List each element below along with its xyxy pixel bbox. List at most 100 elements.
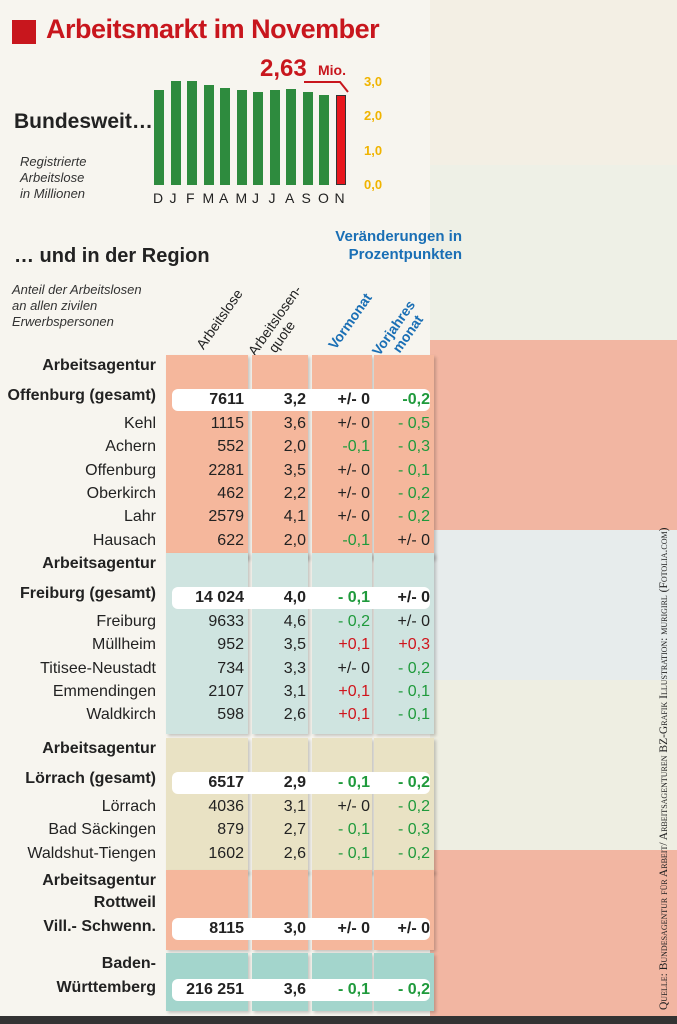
arbeitslose-cell: 734 (217, 659, 244, 677)
national-label: Bundesweit… (14, 110, 153, 133)
vormonat-cell: +/- 0 (337, 659, 370, 677)
arbeitslose-cell: 14 024 (195, 589, 244, 606)
table-section: 6517 2,9 - 0,1 - 0,2 4036 3,1 +/- 0 - 0,2 879 2,7… (166, 738, 434, 873)
section-header: Arbeitsagentur (42, 872, 156, 889)
district-label: Freiburg (96, 613, 156, 630)
vorjahresmonat-cell: - 0,5 (397, 415, 430, 432)
x-tick-label: N (334, 190, 345, 206)
vorjahresmonat-cell: - 0,3 (397, 821, 430, 839)
x-tick-label: D (153, 190, 164, 206)
arbeitslose-cell: 2281 (208, 461, 244, 479)
x-tick-label: M (235, 190, 248, 206)
x-tick-label: O (318, 190, 329, 206)
callout-value: 2,63 (260, 55, 307, 82)
arbeitslose-cell: 1115 (210, 415, 244, 432)
section-header: Arbeitsagentur (42, 740, 156, 757)
arbeitslose-cell: 6517 (208, 774, 244, 791)
vorjahresmonat-cell: +/- 0 (397, 920, 430, 937)
district-label: Waldshut-Tiengen (27, 844, 156, 862)
section-header: Baden- (101, 955, 156, 972)
office-illustration (430, 530, 677, 680)
vormonat-cell: - 0,1 (337, 821, 370, 839)
table-section: 216 251 3,6 - 0,1 - 0,2 (166, 953, 434, 1011)
x-tick-label: J (252, 190, 259, 206)
region-note: Anteil der Arbeitslosen an allen zivilen E… (12, 282, 142, 329)
vormonat-cell: - 0,1 (337, 844, 370, 862)
office-illustration (430, 680, 677, 850)
district-label: Oberkirch (86, 484, 156, 502)
arbeitslose-cell: 8115 (209, 920, 244, 937)
quote-cell: 3,0 (283, 920, 306, 937)
vorjahresmonat-cell: -0,2 (402, 391, 430, 408)
arbeitslose-cell: 952 (217, 636, 244, 654)
bar-J (253, 91, 263, 185)
quote-cell: 2,9 (283, 774, 306, 791)
quote-cell: 4,6 (283, 613, 306, 630)
y-tick-label: 1,0 (364, 142, 383, 158)
district-label: Bad Säckingen (48, 821, 156, 839)
total-row: 6517 2,9 - 0,1 - 0,2 (172, 772, 430, 794)
table-row: 462 2,2 +/- 0 - 0,2 (166, 483, 434, 505)
vorjahresmonat-cell: - 0,1 (397, 461, 430, 479)
bar-M (236, 89, 247, 185)
quote-cell: 4,1 (283, 508, 306, 526)
arbeitslose-cell: 2107 (208, 682, 244, 700)
vormonat-cell: +/- 0 (337, 415, 370, 432)
national-note: Registrierte Arbeitslose in Millionen (20, 154, 87, 201)
quote-cell: 3,6 (283, 415, 306, 432)
quote-cell: 2,6 (283, 844, 306, 862)
table-row: 2107 3,1 +0,1 - 0,1 (166, 681, 434, 703)
quote-cell: 3,2 (283, 391, 306, 408)
vorjahresmonat-cell: +0,3 (398, 636, 430, 654)
bar-A (220, 87, 230, 185)
arbeitslose-cell: 9633 (208, 613, 244, 630)
district-label: Titisee-Neustadt (40, 659, 156, 677)
col-header-vormonat: Vormonat (324, 290, 375, 352)
table-section: 14 024 4,0 - 0,1 +/- 0 9633 4,6 - 0,2 +/- 0 952 3… (166, 553, 434, 734)
bar-O (319, 95, 329, 185)
table-row: 1115 3,6 +/- 0 - 0,5 (166, 413, 434, 435)
office-illustration (430, 850, 677, 1024)
total-row: 8115 3,0 +/- 0 +/- 0 (172, 918, 430, 940)
table-row: 622 2,0 -0,1 +/- 0 (166, 530, 434, 552)
y-axis: 0,0 1,0 2,0 3,0 (356, 72, 396, 197)
source-credit: Quelle: Bundesagentur für Arbeit/ Arbeit… (658, 527, 670, 1010)
table-row: 1602 2,6 - 0,1 - 0,2 (166, 843, 434, 865)
x-tick-label: J (268, 190, 276, 206)
arbeitslose-cell: 216 251 (186, 981, 244, 998)
x-tick-label: A (219, 190, 229, 206)
district-label: Offenburg (85, 461, 156, 479)
callout-leader (304, 81, 349, 93)
district-label: Emmendingen (52, 682, 156, 700)
section-header: Vill.- Schwenn. (43, 918, 156, 935)
arbeitslose-cell: 7611 (209, 391, 244, 408)
table-row: 734 3,3 +/- 0 - 0,2 (166, 658, 434, 680)
vormonat-cell: -0,1 (342, 438, 370, 456)
district-label: Lörrach (101, 798, 156, 815)
bar-F (187, 80, 197, 185)
vorjahresmonat-cell: - 0,2 (397, 659, 430, 677)
arbeitslose-cell: 1602 (208, 844, 244, 862)
bottom-rule (0, 1016, 677, 1024)
section-header: Offenburg (gesamt) (7, 387, 156, 404)
arbeitslose-cell: 552 (217, 438, 244, 456)
arbeitslose-cell: 462 (217, 484, 244, 502)
district-label: Achern (105, 438, 156, 456)
x-tick-label: A (285, 190, 295, 206)
quote-cell: 2,7 (283, 821, 306, 839)
quote-cell: 3,5 (283, 461, 306, 479)
vormonat-cell: +/- 0 (337, 484, 370, 502)
table-row: 598 2,6 +0,1 - 0,1 (166, 704, 434, 726)
bar-J (170, 80, 181, 185)
quote-cell: 3,1 (283, 682, 306, 700)
total-row: 7611 3,2 +/- 0 -0,2 (172, 389, 430, 411)
quote-cell: 2,0 (283, 438, 306, 456)
x-tick-label: S (301, 190, 311, 206)
vormonat-cell: - 0,1 (337, 774, 370, 791)
table-row: 552 2,0 -0,1 - 0,3 (166, 436, 434, 458)
vorjahresmonat-cell: - 0,2 (397, 508, 430, 526)
arbeitslose-cell: 879 (217, 821, 244, 839)
vormonat-cell: +/- 0 (337, 920, 370, 937)
vorjahresmonat-cell: - 0,2 (397, 844, 430, 862)
